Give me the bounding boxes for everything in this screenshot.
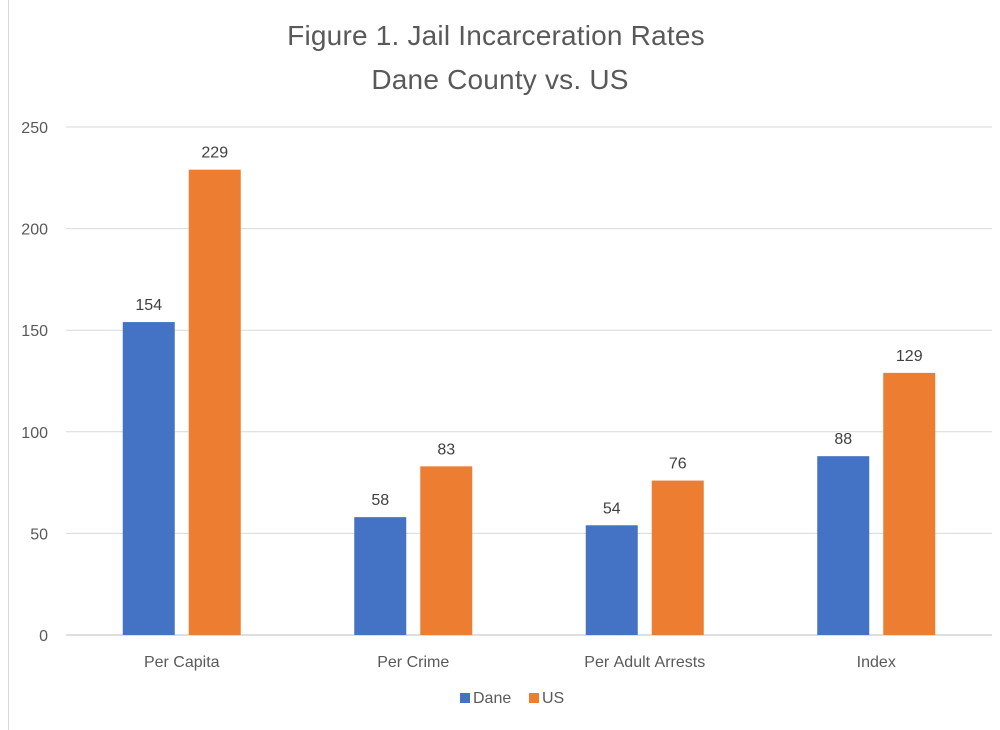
x-axis-category-labels: Per Capita Per Crime Per Adult Arrests Inde… bbox=[144, 654, 896, 671]
bar-dane bbox=[122, 322, 175, 635]
data-label: 88 bbox=[834, 431, 852, 448]
data-label: 229 bbox=[201, 145, 228, 162]
data-label: 154 bbox=[135, 297, 162, 314]
y-tick-label: 250 bbox=[21, 120, 48, 137]
chart-frame bbox=[8, 0, 1000, 730]
data-label: 83 bbox=[437, 441, 455, 458]
data-label: 58 bbox=[371, 492, 389, 509]
bar-us bbox=[420, 466, 473, 635]
bar-us bbox=[188, 169, 241, 635]
bar-dane bbox=[585, 525, 638, 635]
y-tick-label: 100 bbox=[21, 425, 48, 442]
bars bbox=[122, 169, 936, 635]
legend-swatch-us bbox=[529, 693, 539, 703]
x-category-label: Per Crime bbox=[377, 654, 449, 671]
y-tick-label: 200 bbox=[21, 222, 48, 239]
bar-dane bbox=[354, 517, 407, 635]
data-label: 76 bbox=[669, 456, 687, 473]
y-tick-label: 50 bbox=[30, 526, 48, 543]
bar-us bbox=[651, 480, 704, 635]
bar-dane bbox=[817, 456, 870, 635]
x-category-label: Per Capita bbox=[144, 654, 220, 671]
chart-title-line-1: Figure 1. Jail Incarceration Rates bbox=[287, 20, 713, 51]
x-category-label: Per Adult Arrests bbox=[584, 654, 705, 671]
legend-label: US bbox=[542, 690, 564, 707]
data-labels: 154 229 58 83 54 76 88 129 bbox=[135, 145, 922, 518]
y-tick-label: 0 bbox=[39, 628, 48, 645]
data-label: 54 bbox=[603, 500, 621, 517]
bar-us bbox=[883, 372, 936, 635]
legend-label: Dane bbox=[473, 690, 511, 707]
x-category-label: Index bbox=[857, 654, 896, 671]
y-tick-label: 150 bbox=[21, 323, 48, 340]
chart-title-line-2: Dane County vs. US bbox=[371, 64, 629, 95]
y-axis-tick-labels: 0 50 100 150 200 250 bbox=[21, 120, 48, 645]
legend-swatch-dane bbox=[460, 693, 470, 703]
legend: Dane US bbox=[460, 690, 564, 707]
data-label: 129 bbox=[896, 348, 923, 365]
